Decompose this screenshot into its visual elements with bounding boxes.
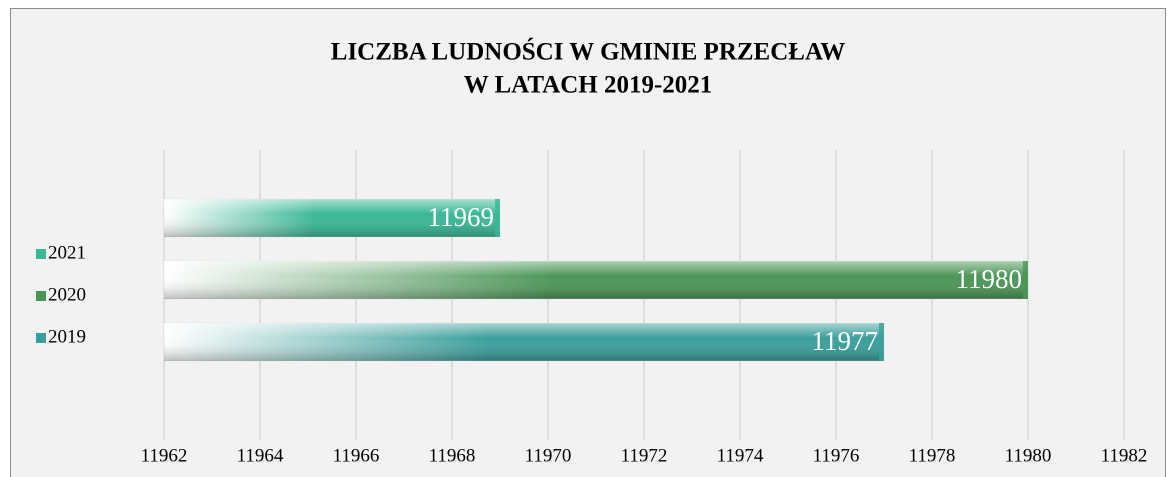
chart-frame: [10, 8, 1166, 477]
x-tick-label: 11982: [1101, 445, 1148, 466]
x-tick-label: 11964: [237, 445, 284, 466]
bar-cap: [1023, 261, 1028, 299]
chart-title: W LATACH 2019-2021: [464, 72, 713, 99]
x-tick-label: 11962: [141, 445, 188, 466]
data-label: 11980: [956, 264, 1023, 294]
x-tick-label: 11976: [813, 445, 860, 466]
legend-marker: [36, 333, 46, 343]
x-tick-label: 11974: [717, 445, 764, 466]
x-tick-label: 11966: [333, 445, 380, 466]
legend-marker: [36, 291, 46, 301]
bar-shade: [164, 199, 500, 237]
x-tick-label: 11980: [1005, 445, 1052, 466]
chart-title: LICZBA LUDNOŚCI W GMINIE PRZECŁAW: [331, 38, 845, 66]
x-tick-label: 11972: [621, 445, 668, 466]
x-tick-label: 11968: [429, 445, 476, 466]
data-label: 11977: [812, 326, 879, 356]
x-tick-label: 11978: [909, 445, 956, 466]
legend-marker: [36, 249, 46, 259]
bar-cap: [879, 323, 884, 361]
x-tick-label: 11970: [525, 445, 572, 466]
bar-shade: [164, 323, 884, 361]
data-label: 11969: [428, 202, 495, 232]
bar-shade: [164, 261, 1028, 299]
bar-cap: [495, 199, 500, 237]
legend-label: 2019: [48, 326, 86, 347]
legend-label: 2021: [48, 242, 86, 263]
legend-label: 2020: [48, 284, 86, 305]
